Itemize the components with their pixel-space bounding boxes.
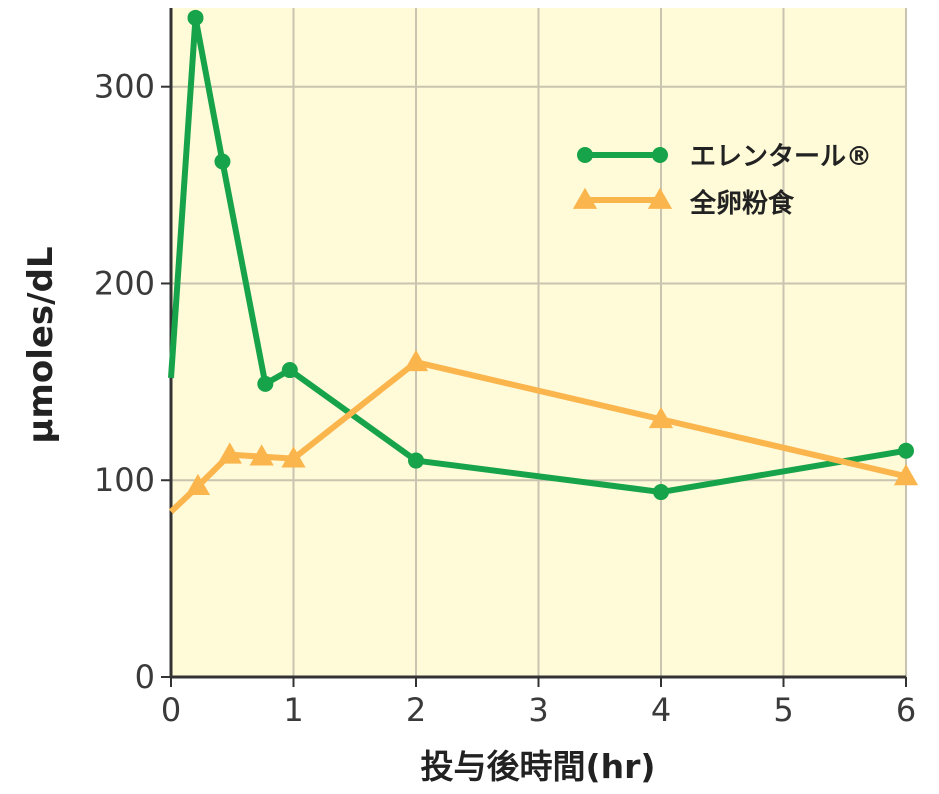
x-tick-label: 3 (528, 691, 548, 729)
x-tick-label: 1 (283, 691, 303, 729)
data-point (249, 444, 274, 466)
legend-swatch (577, 147, 668, 163)
legend-label-whole-egg: 全卵粉食 (689, 188, 795, 219)
y-tick-label: 200 (94, 264, 155, 302)
y-tick-labels: 0 100 200 300 (94, 68, 171, 696)
data-point (187, 9, 204, 26)
x-axis-title: 投与後時間(hr) (421, 747, 656, 786)
data-point (893, 464, 919, 486)
data-point (214, 153, 231, 170)
legend: エレンタール® 全卵粉食 (572, 142, 872, 219)
data-point (217, 442, 242, 464)
series-line (168, 14, 907, 496)
y-tick-label: 300 (94, 68, 155, 106)
y-axis-title: μmoles/dL (21, 246, 61, 443)
x-tick-labels: 0 1 2 3 4 5 6 (161, 677, 916, 729)
x-tick-label: 6 (896, 691, 916, 729)
data-point (403, 349, 429, 372)
data-point (408, 452, 424, 469)
data-point (281, 446, 306, 468)
data-point (257, 375, 274, 392)
data-point (653, 484, 669, 501)
x-tick-label: 4 (651, 691, 671, 729)
legend-swatch (572, 187, 673, 209)
series-1 (168, 349, 919, 514)
data-point (281, 362, 298, 379)
x-tick-label: 0 (161, 691, 181, 729)
x-tick-label: 5 (773, 691, 793, 729)
grid (171, 8, 907, 677)
y-tick-label: 0 (135, 658, 155, 696)
series-line (168, 359, 907, 514)
y-tick-label: 100 (94, 461, 155, 499)
series-group (168, 9, 919, 514)
data-point (185, 473, 211, 496)
data-point (898, 442, 914, 459)
legend-label-elental: エレンタール® (690, 142, 872, 172)
series-0 (168, 9, 914, 501)
x-tick-label: 2 (406, 691, 426, 729)
data-point (648, 406, 674, 429)
